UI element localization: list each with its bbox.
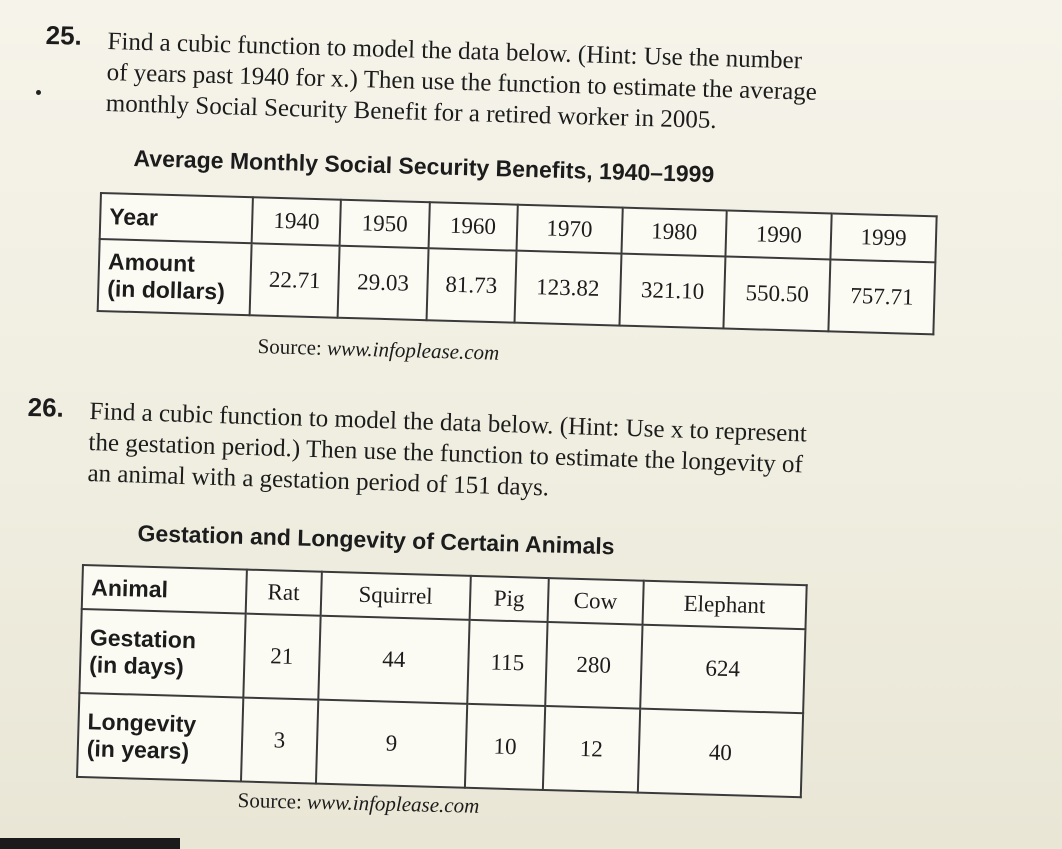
amount-header: Amount (in dollars): [97, 239, 252, 316]
year-cell: 1980: [621, 207, 728, 257]
amount-cell: 81.73: [426, 248, 517, 323]
source-prefix: Source:: [237, 788, 308, 814]
longevity-header-line-1: Longevity: [87, 708, 197, 738]
amount-header-line-1: Amount: [107, 248, 196, 277]
problem-25-number: 25.: [45, 20, 83, 51]
amount-cell: 757.71: [828, 259, 936, 335]
year-cell: 1970: [516, 204, 623, 254]
gestation-cell: 21: [243, 613, 321, 700]
gestation-cell: 44: [317, 615, 470, 704]
bullet-dot: [36, 90, 41, 95]
year-cell: 1940: [251, 197, 342, 246]
longevity-cell: 3: [240, 697, 318, 784]
gestation-table: Animal Rat Squirrel Pig Cow Elephant Ges…: [76, 564, 808, 799]
source-prefix: Source:: [257, 334, 328, 360]
social-security-table: Year 1940 1950 1960 1970 1980 1990 1999 …: [96, 192, 938, 336]
table-1-source: Source: www.infoplease.com: [257, 334, 499, 366]
year-header: Year: [99, 193, 253, 244]
problem-26-text: Find a cubic function to model the data …: [87, 396, 807, 511]
year-cell: 1960: [428, 202, 518, 251]
page-edge-bar: [0, 838, 180, 849]
longevity-cell: 40: [637, 708, 804, 798]
gestation-cell: 280: [544, 622, 643, 709]
year-cell: 1999: [830, 213, 937, 263]
amount-cell: 22.71: [249, 243, 340, 318]
longevity-header: Longevity (in years): [77, 692, 244, 782]
problem-26-number: 26.: [27, 392, 65, 423]
animal-cell: Rat: [245, 569, 322, 616]
gestation-cell: 115: [467, 619, 548, 706]
animal-header: Animal: [81, 565, 247, 614]
year-cell: 1950: [339, 199, 430, 249]
animal-cell: Pig: [469, 575, 549, 623]
year-cell: 1990: [725, 210, 832, 260]
amount-cell: 550.50: [723, 256, 831, 332]
longevity-cell: 10: [465, 703, 545, 790]
source-url: www.infoplease.com: [306, 789, 480, 818]
amount-cell: 321.10: [619, 253, 726, 329]
animal-cell: Squirrel: [320, 571, 471, 620]
table-2-title: Gestation and Longevity of Certain Anima…: [137, 520, 615, 560]
longevity-cell: 12: [542, 705, 641, 793]
amount-cell: 123.82: [514, 250, 622, 326]
problem-25-text: Find a cubic function to model the data …: [105, 26, 818, 139]
longevity-header-line-2: (in years): [86, 735, 190, 765]
table-1-title: Average Monthly Social Security Benefits…: [133, 145, 715, 188]
gestation-cell: 624: [640, 624, 806, 714]
source-url: www.infoplease.com: [326, 335, 500, 365]
animal-cell: Cow: [547, 578, 644, 625]
longevity-cell: 9: [315, 699, 468, 788]
amount-header-line-2: (in dollars): [106, 275, 226, 305]
gestation-header: Gestation (in days): [79, 609, 246, 698]
gestation-header-line-1: Gestation: [89, 624, 197, 654]
animal-cell: Elephant: [642, 580, 807, 630]
table-2-source: Source: www.infoplease.com: [237, 788, 479, 819]
gestation-header-line-2: (in days): [88, 651, 185, 680]
amount-cell: 29.03: [337, 245, 429, 321]
